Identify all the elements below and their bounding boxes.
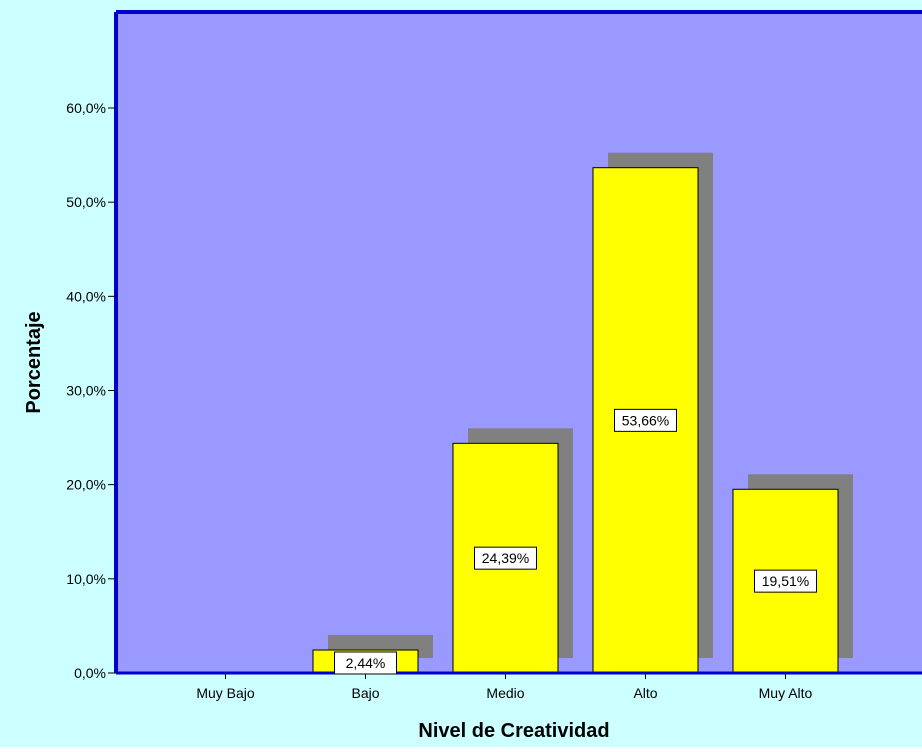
data-label: 53,66% [614,408,677,432]
y-axis-title: Porcentaje [23,311,45,413]
x-axis-title: Nivel de Creatividad [418,720,609,742]
data-label-box [334,651,397,675]
plot-frame [114,10,922,675]
x-tick-label: Alto [633,685,657,701]
y-axis: 0,0% 10,0% 20,0% 30,0% 40,0% 50,0% 60,0% [66,100,116,681]
data-label-box [474,546,537,570]
data-label: 19,51% [754,569,817,593]
data-label-text: 53,66% [622,412,669,428]
x-tick-label: Medio [486,685,524,701]
bars [312,167,839,674]
y-tick-label: 60,0% [66,100,106,116]
data-label-box [614,408,677,432]
data-labels: 2,44% 24,39% 53,66% 19,51% [334,408,817,675]
x-tick-label: Muy Alto [759,685,813,701]
x-tick-label: Muy Bajo [196,685,255,701]
y-tick-label: 10,0% [66,571,106,587]
data-label: 24,39% [474,546,537,570]
y-tick-label: 0,0% [74,665,106,681]
y-tick-label: 30,0% [66,383,106,399]
y-tick-label: 20,0% [66,477,106,493]
data-label-text: 2,44% [346,655,386,671]
data-label-text: 24,39% [482,550,529,566]
data-label-box [754,569,817,593]
y-tick-label: 40,0% [66,288,106,304]
y-tick-label: 50,0% [66,194,106,210]
x-axis: Muy Bajo Bajo Medio Alto Muy Alto [196,673,813,701]
data-label-text: 19,51% [762,573,809,589]
data-label: 2,44% [334,651,397,675]
x-tick-label: Bajo [351,685,379,701]
